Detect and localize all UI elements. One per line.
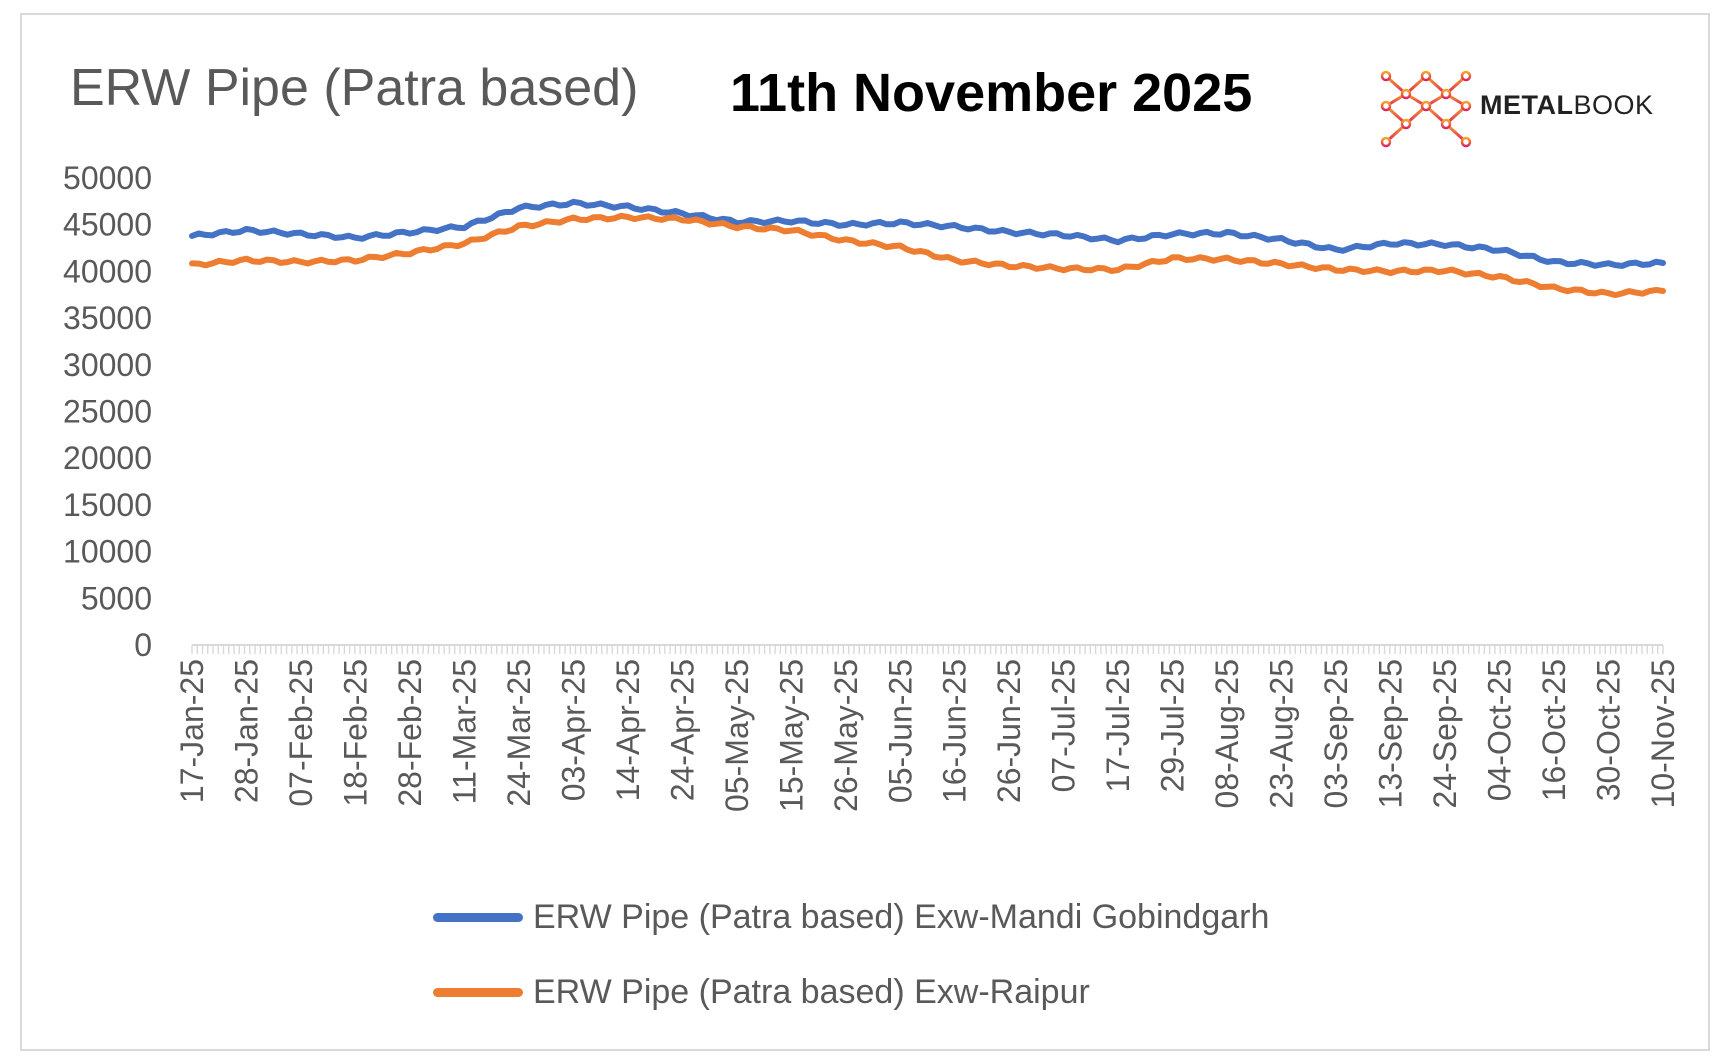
x-tick-label: 03-Apr-25 — [555, 659, 591, 801]
legend-swatch-series-1 — [433, 912, 523, 922]
y-tick-label: 15000 — [63, 487, 152, 523]
x-tick-label: 28-Feb-25 — [392, 659, 428, 807]
y-tick-label: 25000 — [63, 394, 152, 430]
legend-item-series-1: ERW Pipe (Patra based) Exw-Mandi Gobindg… — [433, 895, 1269, 939]
x-tick-label: 24-Sep-25 — [1427, 659, 1463, 808]
x-tick-label: 16-Oct-25 — [1536, 659, 1572, 801]
y-tick-label: 35000 — [63, 300, 152, 336]
x-tick-label: 03-Sep-25 — [1318, 659, 1354, 808]
x-tick-label: 14-Apr-25 — [610, 659, 646, 801]
x-tick-label: 07-Feb-25 — [283, 659, 319, 807]
x-tick-label: 30-Oct-25 — [1591, 659, 1627, 801]
y-tick-label: 30000 — [63, 347, 152, 383]
x-tick-label: 16-Jun-25 — [937, 659, 973, 803]
x-tick-label: 17-Jan-25 — [174, 659, 210, 803]
x-tick-label: 05-Jun-25 — [882, 659, 918, 803]
x-tick-label: 04-Oct-25 — [1482, 659, 1518, 801]
legend-swatch-series-2 — [433, 987, 523, 997]
chart-frame — [20, 13, 1710, 1051]
legend-label-series-1: ERW Pipe (Patra based) Exw-Mandi Gobindg… — [533, 897, 1270, 936]
series-line-1 — [189, 198, 1666, 269]
x-tick-label: 18-Feb-25 — [337, 659, 373, 807]
x-tick-label: 10-Nov-25 — [1645, 659, 1681, 808]
x-tick-label: 07-Jul-25 — [1046, 659, 1082, 792]
legend-label-series-2: ERW Pipe (Patra based) Exw-Raipur — [533, 972, 1090, 1011]
logo-text: METALBOOK — [1480, 90, 1654, 120]
x-tick-label: 23-Aug-25 — [1264, 659, 1300, 808]
y-tick-label: 45000 — [63, 207, 152, 243]
metalbook-logo: METALBOOK — [1380, 66, 1680, 150]
y-tick-label: 10000 — [63, 534, 152, 570]
y-tick-label: 50000 — [63, 160, 152, 196]
x-tick-label: 11-Mar-25 — [446, 659, 482, 804]
x-tick-label: 24-Apr-25 — [664, 659, 700, 801]
x-tick-label: 26-May-25 — [828, 659, 864, 812]
x-tick-label: 13-Sep-25 — [1373, 659, 1409, 808]
logo-mark-icon — [1380, 70, 1472, 148]
chart-title: ERW Pipe (Patra based) — [70, 59, 639, 117]
x-tick-label: 28-Jan-25 — [228, 659, 264, 803]
x-tick-label: 17-Jul-25 — [1100, 659, 1136, 792]
chart-date: 11th November 2025 — [730, 63, 1253, 123]
x-tick-label: 15-May-25 — [773, 659, 809, 812]
series-line-2 — [189, 212, 1666, 299]
y-tick-label: 20000 — [63, 440, 152, 476]
x-tick-label: 29-Jul-25 — [1155, 659, 1191, 792]
x-tick-label: 05-May-25 — [719, 659, 755, 812]
legend-item-series-2: ERW Pipe (Patra based) Exw-Raipur — [433, 970, 1090, 1014]
y-tick-label: 5000 — [81, 580, 152, 616]
x-tick-label: 24-Mar-25 — [501, 659, 537, 807]
x-tick-label: 26-Jun-25 — [991, 659, 1027, 803]
x-tick-label: 08-Aug-25 — [1209, 659, 1245, 808]
y-tick-label: 0 — [134, 627, 152, 663]
y-tick-label: 40000 — [63, 253, 152, 289]
